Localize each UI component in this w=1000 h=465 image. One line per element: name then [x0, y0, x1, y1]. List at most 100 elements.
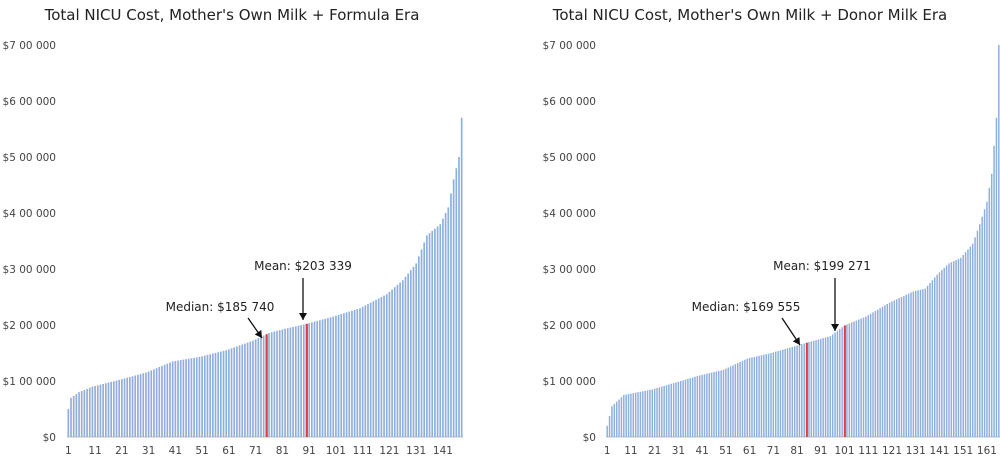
bar	[718, 370, 720, 437]
y-tick-label: $4 00 000	[3, 208, 56, 220]
bar	[746, 358, 748, 437]
bar	[957, 258, 960, 437]
bar	[758, 355, 760, 437]
bar	[623, 395, 625, 437]
x-tick-label: 21	[115, 445, 128, 457]
bar	[313, 321, 316, 437]
bar	[627, 394, 630, 437]
x-tick-label: 11	[624, 445, 637, 457]
bar	[865, 316, 867, 437]
bar	[810, 341, 813, 437]
bar	[206, 354, 209, 437]
chart-panel-donor-milk-era: Total NICU Cost, Mother's Own Milk + Don…	[543, 6, 1000, 457]
y-tick-label: $6 00 000	[3, 96, 56, 108]
bar	[677, 381, 680, 437]
x-tick-label: 81	[790, 445, 803, 457]
chart-title: Total NICU Cost, Mother's Own Milk + Don…	[552, 6, 948, 24]
bar	[786, 348, 789, 437]
bar	[808, 342, 810, 437]
x-tick-label: 61	[222, 445, 235, 457]
y-tick-label: $1 00 000	[3, 376, 56, 388]
bar	[732, 365, 734, 437]
bar	[70, 397, 72, 437]
bar	[409, 270, 412, 437]
bar	[694, 376, 696, 437]
bar	[777, 350, 779, 437]
bar	[661, 386, 663, 437]
bar	[815, 340, 817, 437]
bar	[241, 344, 244, 437]
x-tick-label: 121	[379, 445, 399, 457]
bar	[391, 289, 393, 437]
bar	[297, 325, 300, 437]
bar	[327, 318, 329, 437]
bar	[727, 367, 729, 437]
bar	[767, 353, 770, 437]
bar	[447, 207, 450, 437]
bar	[393, 287, 396, 437]
bar	[817, 339, 820, 437]
bar	[420, 249, 423, 437]
bar	[905, 294, 907, 437]
bar	[827, 336, 829, 437]
bar	[217, 352, 220, 437]
bar	[134, 375, 137, 437]
bar	[72, 395, 75, 437]
bar	[388, 291, 391, 437]
bar	[375, 299, 377, 437]
y-tick-label: $3 00 000	[543, 264, 596, 276]
bar	[969, 246, 972, 437]
bar	[139, 374, 142, 437]
bar	[884, 305, 886, 437]
bar	[359, 308, 361, 437]
bar	[983, 209, 986, 437]
bar	[907, 293, 910, 437]
bar	[917, 290, 919, 437]
bar	[986, 201, 988, 437]
bar	[270, 332, 273, 437]
bar	[812, 340, 815, 437]
bar	[784, 348, 786, 437]
y-tick-label: $5 00 000	[543, 152, 596, 164]
bar	[713, 372, 715, 437]
y-tick-label: $1 00 000	[543, 376, 596, 388]
bar	[442, 218, 444, 437]
x-tick-label: 51	[719, 445, 732, 457]
bar	[364, 305, 367, 437]
bar	[831, 334, 834, 437]
bar	[158, 367, 161, 437]
bar	[337, 314, 340, 437]
bar	[450, 193, 452, 437]
bar	[741, 360, 744, 437]
bar	[177, 360, 179, 437]
bar	[396, 284, 399, 437]
bar	[898, 298, 900, 437]
bar	[620, 397, 623, 437]
bar	[929, 283, 931, 437]
bar	[979, 224, 981, 437]
bar	[423, 242, 426, 437]
highlight-bar	[805, 342, 808, 437]
bar	[964, 252, 967, 437]
bar	[988, 187, 991, 437]
x-tick-label: 161	[977, 445, 997, 457]
bar	[104, 383, 107, 437]
bar	[214, 352, 217, 437]
bar	[950, 262, 953, 437]
x-tick-label: 141	[929, 445, 949, 457]
bar	[356, 309, 359, 437]
x-tick-label: 111	[353, 445, 373, 457]
bar	[974, 237, 976, 437]
bar	[351, 310, 353, 437]
bar	[995, 117, 998, 438]
x-tick-label: 1	[604, 445, 611, 457]
bar	[75, 394, 78, 437]
bar	[653, 388, 656, 437]
bar	[948, 263, 950, 437]
bar	[345, 312, 348, 437]
annotation-label: Mean: $203 339	[254, 259, 352, 273]
bar	[428, 233, 431, 437]
bar	[924, 288, 926, 437]
bar	[107, 382, 110, 437]
bar	[300, 325, 302, 437]
